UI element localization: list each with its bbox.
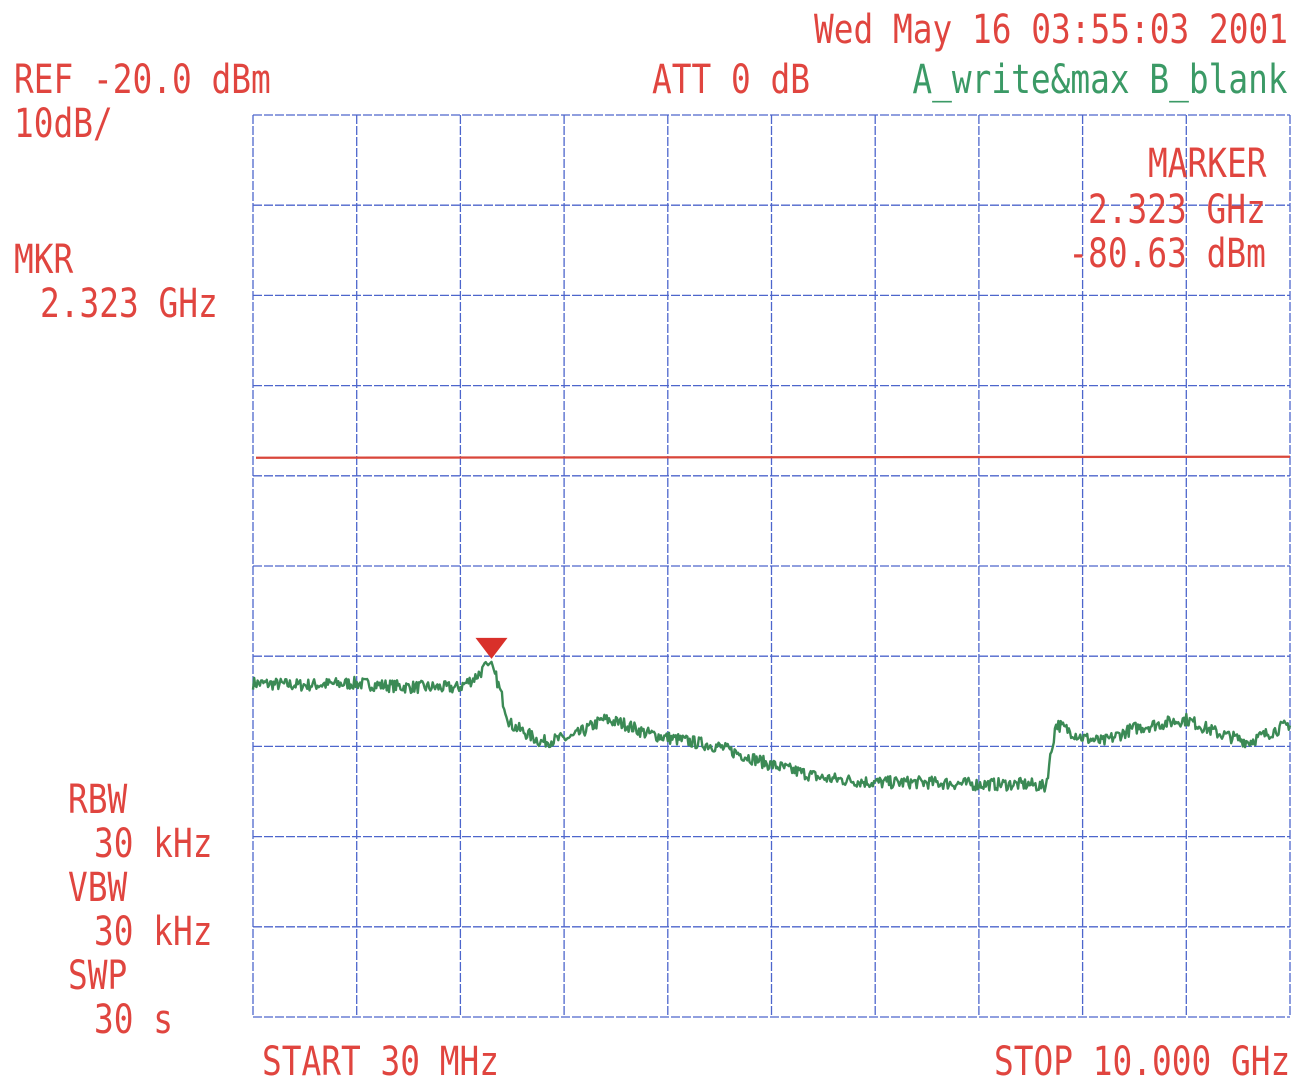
start-frequency: START 30 MHz <box>262 1039 499 1085</box>
swp-value: 30 s <box>94 997 173 1043</box>
marker-layer <box>475 637 508 659</box>
stop-frequency: STOP 10.000 GHz <box>993 1039 1290 1085</box>
reference-level: REF -20.0 dBm <box>14 57 271 103</box>
mkr-frequency: 2.323 GHz <box>40 281 218 327</box>
marker-title: MARKER <box>1147 141 1266 187</box>
attenuation: ATT 0 dB <box>652 57 810 103</box>
scale-per-division: 10dB/ <box>14 101 113 147</box>
vbw-label: VBW <box>68 865 128 911</box>
mkr-label: MKR <box>14 237 74 283</box>
rbw-value: 30 kHz <box>94 821 213 867</box>
trace-mode: A_write&max B_blank <box>912 57 1288 103</box>
display-line-layer <box>255 455 1291 459</box>
trace-a-line <box>251 660 1292 793</box>
marker-level: -80.63 dBm <box>1068 231 1266 277</box>
timestamp: Wed May 16 03:55:03 2001 <box>814 7 1288 53</box>
swp-label: SWP <box>68 953 128 999</box>
graticule <box>252 114 1291 1018</box>
marker-frequency: 2.323 GHz <box>1088 187 1266 233</box>
rbw-label: RBW <box>68 777 128 823</box>
display-line <box>255 455 1291 459</box>
vbw-value: 30 kHz <box>94 909 213 955</box>
marker-triangle <box>475 637 508 659</box>
trace-a-layer <box>251 660 1292 793</box>
